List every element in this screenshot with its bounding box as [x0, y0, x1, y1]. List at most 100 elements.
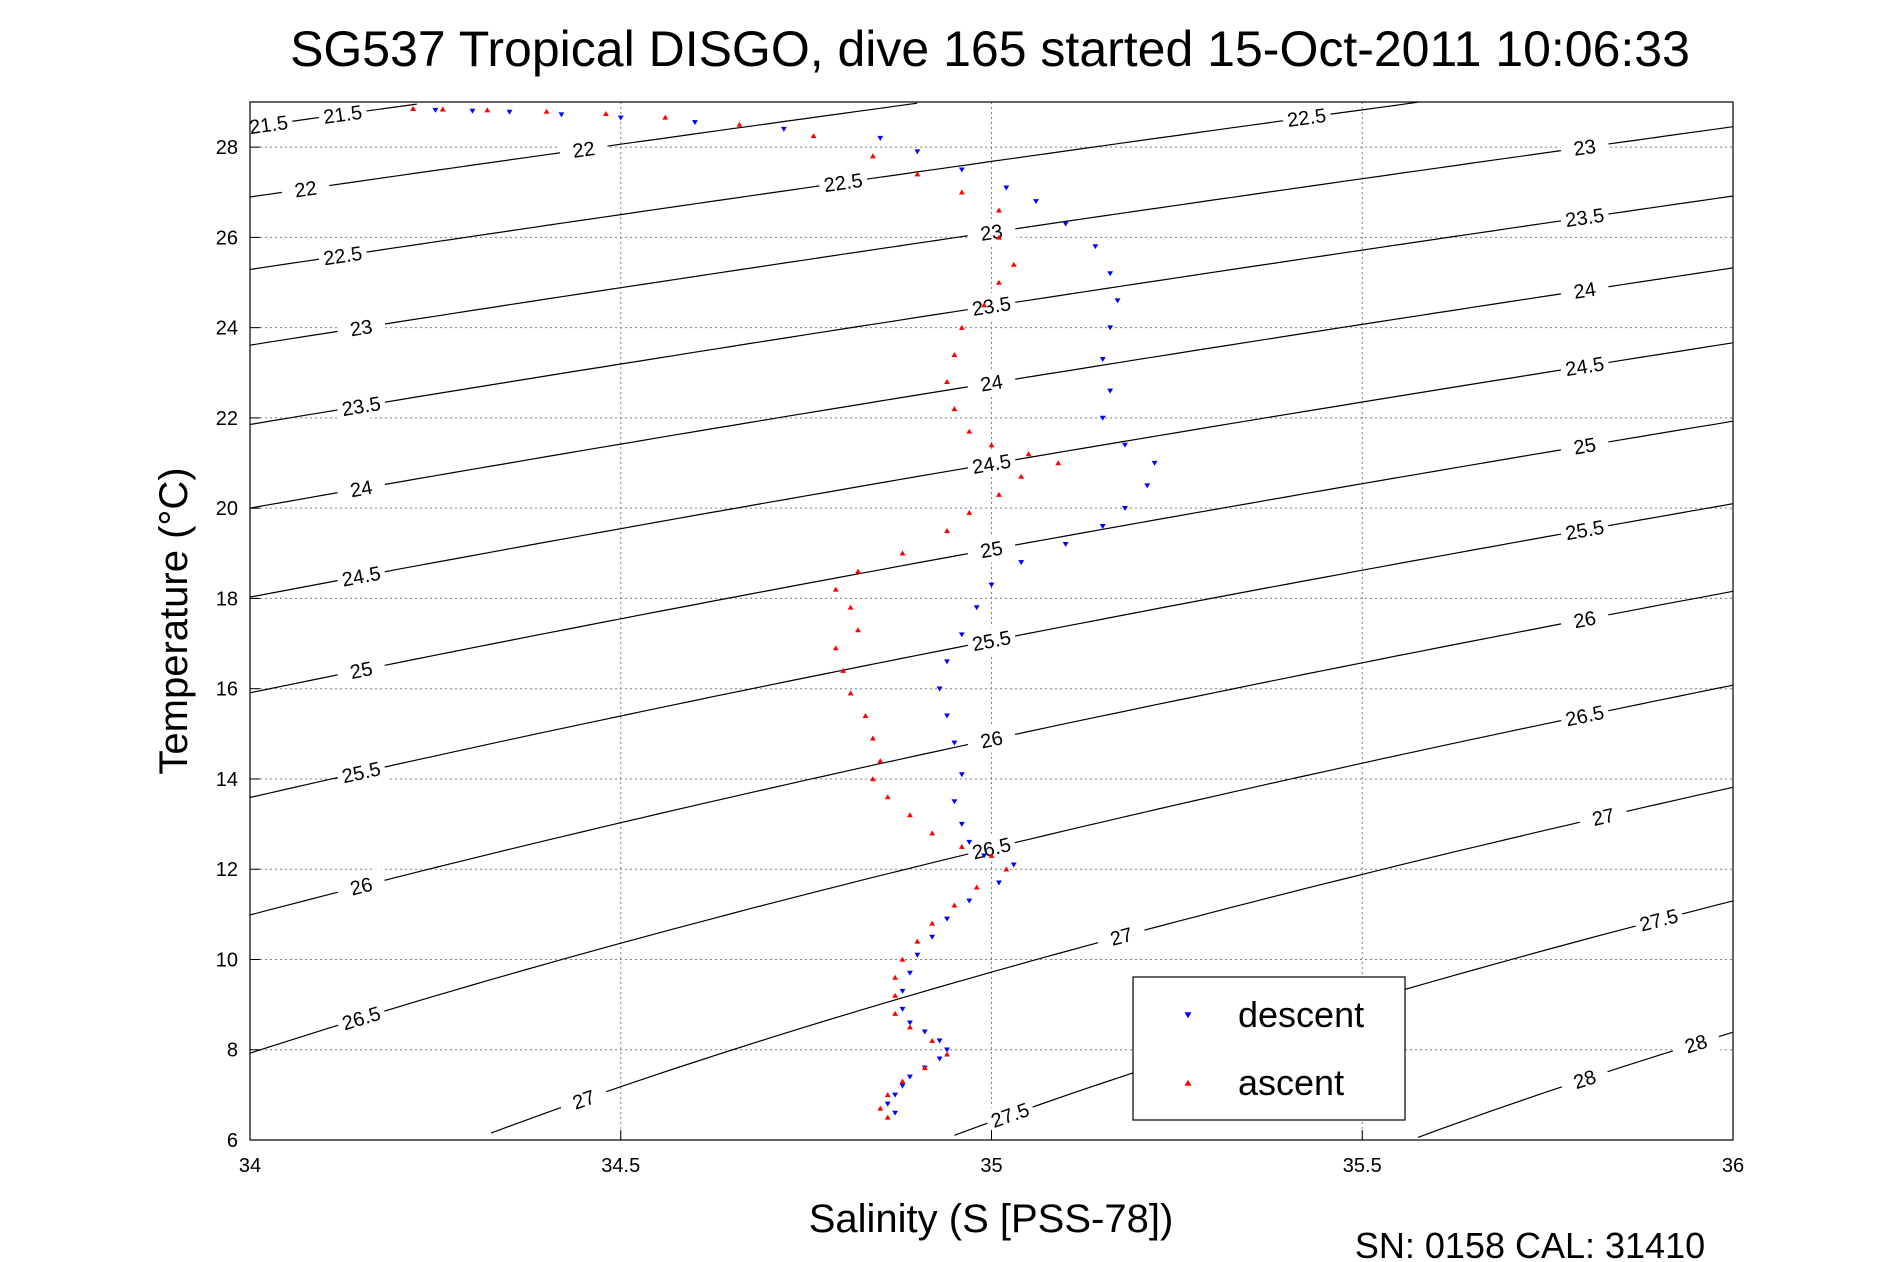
data-point-descent — [988, 582, 995, 588]
y-tick-label: 22 — [216, 408, 238, 430]
data-point-ascent — [988, 852, 995, 858]
density-contour: 22 22 — [249, 102, 918, 206]
data-point-ascent — [543, 108, 550, 114]
data-point-descent — [877, 135, 884, 141]
contour-label-mask — [1576, 798, 1630, 835]
data-point-ascent — [929, 1037, 936, 1043]
legend: descent ascent — [1132, 976, 1406, 1121]
data-point-descent — [1099, 415, 1106, 421]
contour-label-mask — [1632, 901, 1686, 939]
data-point-ascent — [840, 667, 847, 673]
data-point-ascent — [899, 956, 906, 962]
contour-label-mask — [317, 239, 369, 273]
contour-label: 22.5 — [1286, 105, 1328, 132]
data-point-ascent — [892, 974, 899, 980]
chart-title: SG537 Tropical DISGO, dive 165 started 1… — [290, 21, 1690, 77]
data-point-ascent — [951, 902, 958, 908]
density-contour: 24 24 24 — [249, 267, 1734, 509]
data-point-ascent — [736, 121, 743, 127]
data-point-ascent — [973, 884, 980, 890]
data-point-descent — [951, 799, 958, 805]
contour-label-mask — [1557, 1059, 1612, 1100]
contour-label: 25 — [979, 538, 1005, 564]
y-tick-label: 26 — [216, 227, 238, 249]
x-tick-label: 35.5 — [1343, 1155, 1382, 1177]
contour-label-mask — [1558, 512, 1611, 547]
density-contour: 23.523.523.5 — [249, 195, 1734, 426]
data-point-descent — [966, 898, 973, 904]
data-point-ascent — [877, 1105, 884, 1111]
data-point-descent — [1122, 505, 1128, 511]
data-point-descent — [1003, 185, 1010, 191]
data-point-descent — [921, 1029, 928, 1035]
data-point-ascent — [951, 351, 958, 357]
data-point-descent — [1122, 442, 1128, 448]
data-point-descent — [1010, 862, 1017, 868]
data-point-ascent — [958, 843, 965, 849]
data-point-ascent — [892, 992, 899, 998]
data-point-ascent — [810, 133, 817, 139]
contour-label-mask — [1559, 201, 1611, 234]
x-tick-label: 34 — [239, 1155, 261, 1177]
data-point-ascent — [929, 830, 936, 836]
data-point-ascent — [966, 509, 973, 515]
data-point-ascent — [966, 428, 973, 434]
data-point-ascent — [958, 324, 965, 330]
contour-label-mask — [335, 652, 388, 688]
data-point-descent — [884, 1101, 891, 1107]
contour-label-mask — [1559, 131, 1611, 164]
y-axis-label: Temperature (°C) — [152, 467, 196, 774]
density-contour: 22.522.522.5 — [249, 101, 1418, 273]
y-tick-label: 16 — [216, 679, 238, 701]
contour-label: 23 — [1572, 136, 1597, 161]
data-point-descent — [506, 109, 513, 115]
data-point-ascent — [847, 604, 854, 610]
data-point-ascent — [869, 735, 876, 741]
contour-label-mask — [1559, 273, 1611, 307]
y-tick-label: 12 — [216, 859, 238, 881]
contour-label-mask — [558, 133, 610, 166]
data-point-descent — [944, 1047, 950, 1053]
contour-label-mask — [1558, 349, 1611, 383]
data-point-ascent — [981, 302, 988, 308]
contour-label-mask — [965, 366, 1018, 400]
density-contour: 26 26 26 — [249, 590, 1734, 916]
y-tick-label: 14 — [216, 769, 238, 791]
data-point-descent — [907, 970, 913, 976]
y-tick-label: 24 — [216, 318, 238, 340]
data-point-ascent — [847, 690, 854, 696]
legend-marker-ascent — [1184, 1079, 1192, 1086]
contour-label: 22.5 — [823, 170, 865, 197]
data-point-descent — [973, 605, 980, 611]
density-contour: 25.525.525.5 — [249, 503, 1734, 799]
contour-label-mask — [983, 1094, 1038, 1136]
data-point-descent — [469, 108, 476, 114]
data-point-descent — [892, 1092, 899, 1098]
contour-label: 25 — [348, 658, 374, 684]
data-point-descent — [899, 988, 906, 994]
contour-label-mask — [1094, 917, 1148, 956]
density-contour: 21.5 21.5 — [242, 98, 417, 141]
contour-label-mask — [965, 623, 1018, 659]
data-point-descent — [995, 880, 1002, 886]
contour-label: 21.5 — [322, 102, 364, 129]
contour-label: 21.5 — [248, 112, 290, 139]
legend-label-ascent: ascent — [1238, 1062, 1344, 1103]
legend-label-descent: descent — [1238, 994, 1364, 1035]
contour-label: 23 — [979, 221, 1004, 246]
data-point-ascent — [995, 207, 1002, 213]
data-point-descent — [1107, 271, 1114, 277]
data-point-ascent — [884, 1114, 891, 1120]
x-tick-label: 35 — [980, 1155, 1002, 1177]
series-descent — [432, 107, 1158, 1116]
data-point-descent — [691, 120, 698, 126]
data-point-ascent — [1010, 261, 1017, 267]
data-point-ascent — [1055, 460, 1062, 466]
data-point-ascent — [662, 114, 669, 120]
y-tick-label: 8 — [227, 1040, 238, 1062]
data-point-ascent — [929, 920, 936, 926]
data-point-descent — [558, 112, 565, 118]
y-tick-label: 20 — [216, 498, 238, 520]
data-point-descent — [929, 934, 936, 940]
